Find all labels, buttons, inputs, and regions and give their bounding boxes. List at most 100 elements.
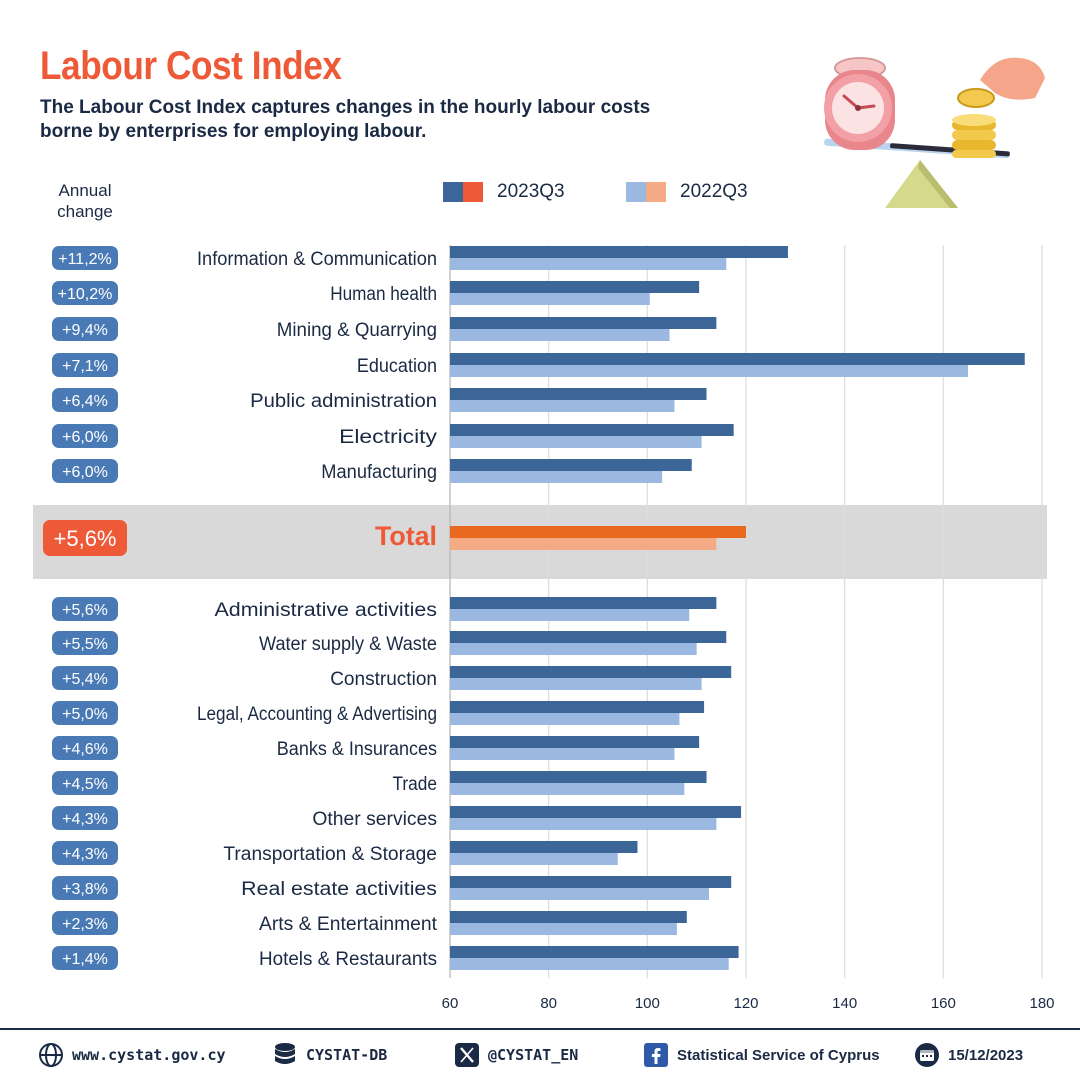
annual-change-badge: [52, 246, 118, 270]
annual-change-value: +5,6%: [54, 526, 117, 551]
labour-cost-chart: Information & Communication Human health M…: [33, 245, 1055, 1012]
bar-2022q3: [450, 400, 675, 412]
category-label: Other services: [312, 809, 437, 830]
category-label: Construction: [330, 669, 437, 690]
annual-change-value: +4,3%: [62, 846, 108, 863]
bar-2023q3: [450, 353, 1025, 365]
annual-change-value: +5,6%: [62, 602, 108, 619]
x-tick-label: 100: [635, 995, 660, 1012]
bar-2023q3: [450, 317, 717, 329]
footer-website[interactable]: www.cystat.gov.cy: [38, 1042, 226, 1068]
bar-2023q3: [450, 736, 700, 748]
category-label: Administrative activities: [215, 600, 438, 621]
legend-swatch-lightblue: [626, 182, 646, 202]
footer-x-handle-text: @CYSTAT_EN: [488, 1046, 579, 1064]
facebook-icon: [644, 1043, 668, 1067]
annual-change-value: +5,0%: [62, 706, 108, 723]
annual-change-badge: [52, 666, 118, 690]
bar-2022q3: [450, 713, 680, 725]
legend-label-2023q3: 2023Q3: [497, 181, 565, 202]
annual-change-badge: [52, 946, 118, 970]
bar-2023q3: [450, 424, 734, 436]
annual-change-value: +1,4%: [62, 951, 108, 968]
footer-database[interactable]: CYSTAT-DB: [272, 1042, 387, 1068]
category-label: Public administration: [250, 391, 437, 412]
annual-change-badge: [52, 459, 118, 483]
legend-swatch-2022q3: [626, 182, 666, 202]
calendar-icon: [915, 1043, 939, 1067]
clock-coins-balance-illustration: [824, 57, 1045, 208]
annual-change-value: +9,4%: [62, 322, 108, 339]
annual-change-badge: [52, 771, 118, 795]
legend-item-2022q3: 2022Q3: [626, 180, 748, 204]
bar-2022q3: [450, 365, 968, 377]
page-title: Labour Cost Index: [40, 44, 342, 88]
annual-change-value: +5,5%: [62, 636, 108, 653]
annual-change-badge: [52, 841, 118, 865]
legend-item-2023q3: 2023Q3: [443, 180, 565, 204]
database-icon: [275, 1043, 295, 1064]
bar-2023q3: [450, 771, 707, 783]
annual-change-value: +2,3%: [62, 916, 108, 933]
category-label: Human health: [330, 284, 437, 305]
annual-change-value: +6,4%: [62, 393, 108, 410]
bar-2022q3: [450, 818, 717, 830]
category-label: Electricity: [339, 427, 437, 448]
x-tick-label: 160: [931, 995, 956, 1012]
bar-2022q3: [450, 643, 697, 655]
category-label: Real estate activities: [241, 879, 437, 900]
footer-date: 15/12/2023: [914, 1042, 1023, 1068]
annual-change-value: +4,5%: [62, 776, 108, 793]
bar-2022q3: [450, 471, 663, 483]
annual-change-badge: [52, 281, 118, 305]
coin-stack-icon: [952, 114, 996, 158]
annual-change-badge: [52, 806, 118, 830]
bar-2023q3: [450, 246, 788, 258]
annual-change-badge: [52, 353, 118, 377]
category-label: Hotels & Restaurants: [259, 949, 437, 970]
clock-icon: [824, 57, 895, 150]
category-label: Transportation & Storage: [223, 844, 437, 865]
category-label: Mining & Quarrying: [277, 320, 437, 341]
x-logo-icon: [455, 1043, 479, 1067]
bar-2023q3: [450, 459, 692, 471]
x-tick-label: 180: [1029, 995, 1054, 1012]
bar-2023q3: [450, 597, 717, 609]
bar-2023q3: [450, 281, 700, 293]
bar-2022q3: [450, 923, 677, 935]
footer-date-text: 15/12/2023: [948, 1046, 1024, 1064]
legend-swatch-2023q3: [443, 182, 483, 202]
bar-2022q3: [450, 748, 675, 760]
category-label: Legal, Accounting & Advertising: [197, 704, 437, 725]
category-label: Arts & Entertainment: [259, 914, 438, 935]
category-label: Information & Communication: [197, 249, 437, 270]
annual-change-badge: [52, 736, 118, 760]
bar-2023q3: [450, 806, 742, 818]
bar-2022q3: [450, 258, 727, 270]
category-label: Banks & Insurances: [277, 739, 437, 760]
hand-with-coin-icon: [957, 57, 1045, 108]
annual-change-badge: [43, 520, 127, 556]
footer-x-handle[interactable]: @CYSTAT_EN: [454, 1042, 578, 1068]
legend-label-2022q3: 2022Q3: [680, 181, 748, 202]
bar-2023q3: [450, 876, 732, 888]
bar-2022q3: [450, 329, 670, 341]
page-subtitle: The Labour Cost Index captures changes i…: [40, 97, 651, 142]
footer-facebook[interactable]: Statistical Service of Cyprus: [643, 1042, 880, 1068]
annual-change-header: Annual change: [57, 181, 113, 221]
legend-swatch-orange: [463, 182, 483, 202]
annual-change-value: +4,3%: [62, 811, 108, 828]
bar-2022q3: [450, 783, 685, 795]
annual-change-value: +10,2%: [58, 286, 113, 303]
bar-2022q3: [450, 293, 650, 305]
x-tick-label: 120: [733, 995, 758, 1012]
annual-change-value: +11,2%: [58, 251, 112, 268]
x-tick-label: 60: [442, 995, 459, 1012]
annual-change-badge: [52, 701, 118, 725]
annual-change-value: +3,8%: [62, 881, 108, 898]
bar-2023q3: [450, 526, 746, 538]
bar-2022q3: [450, 853, 618, 865]
annual-change-badge: [52, 911, 118, 935]
x-tick-label: 140: [832, 995, 857, 1012]
bar-2022q3: [450, 958, 729, 970]
